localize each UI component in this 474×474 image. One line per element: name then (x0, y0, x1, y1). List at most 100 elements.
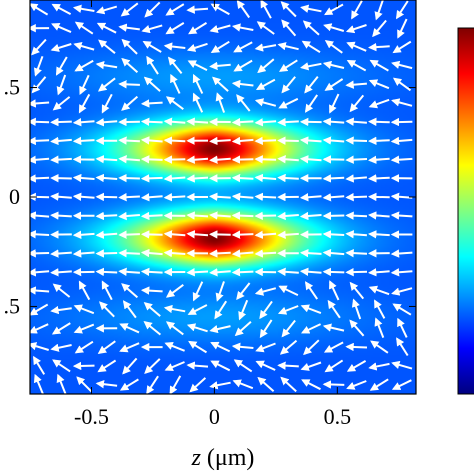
field-arrow (368, 174, 390, 183)
field-arrow (52, 359, 71, 373)
field-arrow (120, 2, 139, 17)
field-arrow (33, 373, 44, 394)
field-arrow (186, 42, 208, 52)
field-arrow (192, 92, 204, 113)
field-arrow (118, 173, 140, 183)
field-arrow (278, 59, 298, 72)
field-arrow (118, 192, 140, 202)
field-arrow (345, 80, 367, 89)
field-arrow (322, 267, 345, 277)
field-arrow (324, 3, 344, 16)
field-arrow (374, 0, 384, 21)
field-arrow (299, 267, 322, 276)
field-arrow (281, 319, 296, 338)
field-arrow (73, 41, 95, 51)
field-arrow (345, 211, 368, 220)
field-arrow (101, 93, 113, 114)
field-arrow (163, 42, 186, 51)
field-arrow (51, 3, 72, 15)
field-arrow (368, 362, 390, 371)
field-arrow (300, 4, 322, 13)
field-arrow (165, 321, 184, 336)
field-arrow (277, 155, 299, 164)
field-arrow (299, 155, 322, 164)
field-arrow (368, 98, 390, 109)
y-tick-label: 0 (9, 184, 20, 209)
field-arrow (72, 136, 95, 146)
field-arrow (236, 94, 251, 112)
field-arrow (254, 155, 277, 164)
field-arrow (391, 60, 413, 70)
field-arrow (368, 268, 390, 277)
x-tick-label: 0 (209, 404, 220, 429)
field-arrow (345, 174, 367, 183)
field-arrow (30, 342, 49, 351)
field-arrow (186, 117, 209, 126)
field-arrow (118, 230, 140, 239)
field-arrow (97, 340, 116, 354)
field-arrow (78, 93, 91, 114)
field-arrow (368, 117, 390, 127)
field-arrow (215, 281, 225, 302)
field-arrow (277, 211, 299, 221)
field-arrow (300, 62, 322, 71)
field-arrow (31, 76, 47, 94)
field-arrow (30, 3, 49, 16)
field-arrow (281, 76, 296, 94)
field-arrow (231, 211, 254, 220)
field-arrow (346, 360, 367, 372)
field-arrow (119, 342, 140, 353)
field-arrow (374, 317, 385, 338)
field-arrow (118, 23, 140, 32)
field-arrow (72, 249, 95, 258)
field-arrow (30, 249, 50, 258)
field-arrow (304, 75, 319, 94)
field-arrow (369, 378, 389, 391)
field-arrow (140, 248, 163, 258)
field-arrow (95, 211, 118, 221)
field-arrow (374, 299, 386, 319)
field-arrow (395, 0, 409, 20)
x-tick-label: -0.5 (74, 404, 109, 429)
field-arrow (122, 357, 138, 375)
field-arrow (329, 93, 340, 114)
field-arrow (322, 117, 345, 126)
field-arrow (322, 230, 345, 239)
colorbar (457, 27, 474, 395)
field-arrow (324, 359, 344, 373)
y-axis-ticks: .5 0 .5 (4, 75, 416, 318)
field-arrow (209, 155, 231, 164)
field-arrow (300, 361, 322, 371)
field-arrow (188, 340, 208, 354)
field-arrow (345, 155, 368, 164)
field-arrow (118, 136, 140, 145)
field-arrow (76, 376, 93, 393)
field-arrow (322, 193, 345, 202)
field-arrow (164, 361, 185, 372)
field-arrow (254, 173, 277, 183)
field-arrow (231, 268, 254, 277)
field-arrow (121, 283, 139, 299)
field-arrow (140, 193, 163, 202)
field-arrow (165, 22, 185, 35)
field-arrow (392, 77, 412, 92)
field-arrow (254, 249, 277, 258)
field-arrow (300, 323, 322, 334)
field-arrow (254, 230, 277, 239)
field-arrow (186, 323, 208, 333)
field-arrow (322, 323, 345, 332)
field-arrow (231, 79, 254, 89)
field-arrow (299, 136, 322, 145)
field-arrow (346, 59, 367, 72)
field-arrow (167, 56, 183, 75)
field-arrow (209, 136, 231, 146)
field-arrow (118, 211, 140, 221)
field-arrow (187, 60, 208, 71)
field-arrow (30, 268, 50, 277)
field-arrow (345, 192, 368, 202)
field-arrow (322, 136, 345, 145)
field-arrow (254, 211, 277, 221)
field-arrow (30, 136, 50, 146)
field-arrow (209, 381, 231, 390)
field-arrow (143, 320, 162, 336)
